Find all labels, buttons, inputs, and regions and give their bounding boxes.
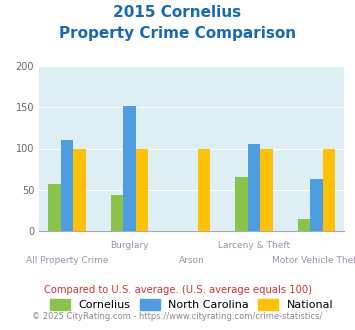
Text: Arson: Arson [179, 256, 204, 265]
Text: Compared to U.S. average. (U.S. average equals 100): Compared to U.S. average. (U.S. average … [44, 285, 311, 295]
Text: Burglary: Burglary [110, 241, 149, 250]
Bar [48, 184, 61, 231]
Bar [297, 218, 310, 231]
Bar [235, 177, 248, 231]
Bar [310, 179, 323, 231]
Bar [136, 148, 148, 231]
Bar [198, 148, 211, 231]
Legend: Cornelius, North Carolina, National: Cornelius, North Carolina, National [50, 299, 334, 311]
Text: Property Crime Comparison: Property Crime Comparison [59, 26, 296, 41]
Text: All Property Crime: All Property Crime [26, 256, 108, 265]
Bar [73, 148, 86, 231]
Bar [111, 195, 123, 231]
Bar [248, 144, 260, 231]
Text: Motor Vehicle Theft: Motor Vehicle Theft [272, 256, 355, 265]
Bar [323, 148, 335, 231]
Bar [123, 106, 136, 231]
Text: Larceny & Theft: Larceny & Theft [218, 241, 290, 250]
Text: 2015 Cornelius: 2015 Cornelius [114, 5, 241, 20]
Bar [61, 140, 73, 231]
Text: © 2025 CityRating.com - https://www.cityrating.com/crime-statistics/: © 2025 CityRating.com - https://www.city… [32, 312, 323, 321]
Bar [260, 148, 273, 231]
